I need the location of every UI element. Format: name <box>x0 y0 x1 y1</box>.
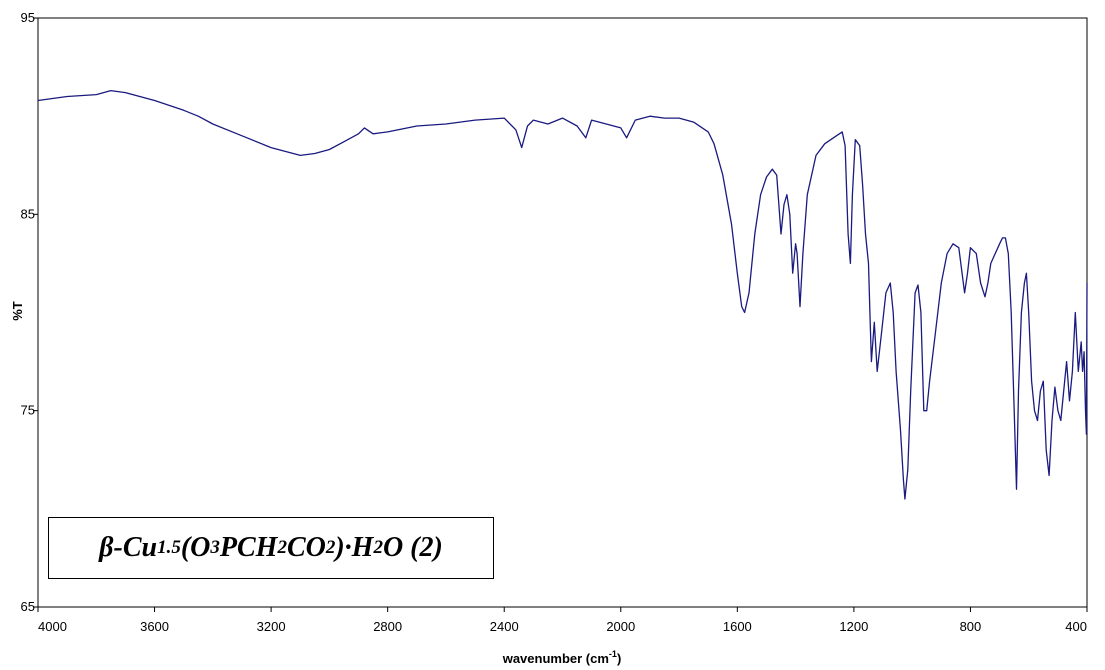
x-tick-label: 2000 <box>606 619 635 634</box>
compound-formula-label: β -Cu 1.5 (O 3 PCH 2 CO 2)·H 2 O (2) <box>48 517 494 579</box>
x-tick-label: 2400 <box>490 619 519 634</box>
y-tick-label: 95 <box>21 10 35 25</box>
x-axis-ticks: 4000 3600 3200 2800 2400 2000 1600 1200 800 400 <box>37 607 1088 634</box>
x-axis-label-superscript: -1 <box>609 649 617 659</box>
x-axis-label: wavenumber (cm-1) <box>502 649 622 666</box>
x-tick-label: 3200 <box>257 619 286 634</box>
x-axis-label-main: wavenumber (cm <box>502 651 609 666</box>
x-tick-label: 400 <box>1065 619 1087 634</box>
formula-dot-h: )·H <box>335 532 374 563</box>
formula-co: CO <box>286 532 326 563</box>
x-tick-label: 1600 <box>723 619 752 634</box>
formula-pch-subscript: 2 <box>277 537 287 558</box>
formula-pch: PCH <box>219 532 278 563</box>
y-axis-ticks: 95 85 75 65 <box>21 10 38 614</box>
y-tick-label: 65 <box>21 599 35 614</box>
spectrum-series-line <box>37 89 1088 500</box>
y-tick-label: 75 <box>21 403 35 418</box>
x-axis-label-suffix: ) <box>617 651 621 666</box>
formula-o-subscript: 3 <box>210 537 220 558</box>
formula-beta: β <box>99 532 114 563</box>
x-tick-label: 4000 <box>38 619 67 634</box>
x-tick-label: 1200 <box>839 619 868 634</box>
x-tick-label: 3600 <box>140 619 169 634</box>
formula-cu: -Cu <box>113 532 158 563</box>
formula-co-subscript: 2 <box>325 537 336 558</box>
y-axis-label: %T <box>10 301 25 321</box>
formula-tail: O (2) <box>382 532 443 563</box>
formula-cu-subscript: 1.5 <box>157 537 181 558</box>
x-tick-label: 2800 <box>373 619 402 634</box>
formula-h-subscript: 2 <box>373 537 383 558</box>
x-tick-label: 800 <box>960 619 982 634</box>
y-tick-label: 85 <box>21 206 35 221</box>
formula-o: (O <box>180 532 211 563</box>
